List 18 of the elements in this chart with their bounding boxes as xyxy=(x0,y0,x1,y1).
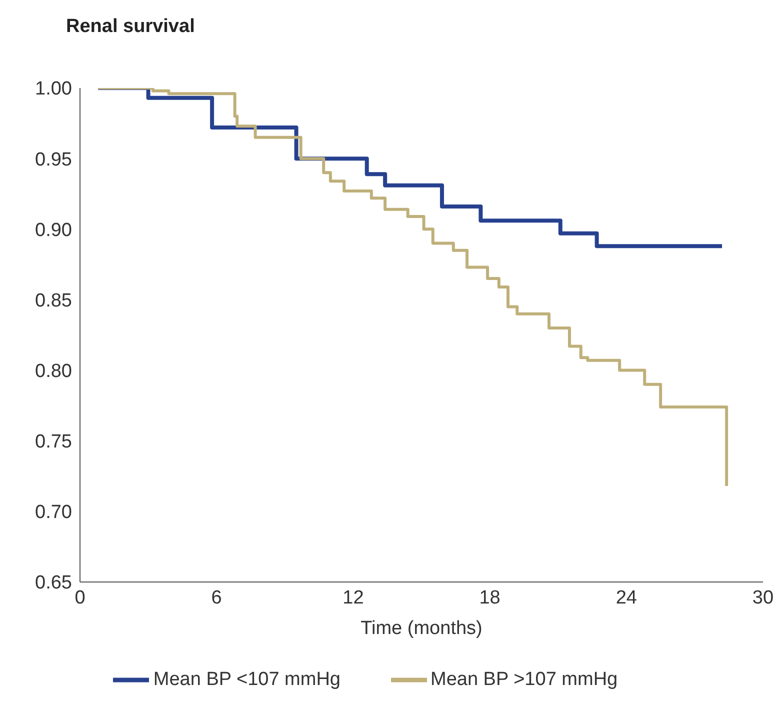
y-tick-label: 0.75 xyxy=(35,432,72,453)
x-tick-label: 24 xyxy=(616,587,638,608)
legend-label: Mean BP <107 mmHg xyxy=(153,669,340,690)
y-tick-label: 0.80 xyxy=(35,361,72,382)
y-tick-label: 1.00 xyxy=(35,78,72,100)
chart-title: Renal survival xyxy=(65,15,196,38)
x-tick-label: 18 xyxy=(479,587,500,608)
y-tick-label: 0.95 xyxy=(35,149,72,170)
legend-label: Mean BP >107 mmHg xyxy=(430,669,618,690)
x-tick-label: 6 xyxy=(211,587,222,608)
x-tick-label: 12 xyxy=(342,587,364,608)
x-tick-label: 0 xyxy=(74,587,86,608)
y-tick-label: 0.85 xyxy=(35,290,72,312)
y-tick-label: 0.90 xyxy=(35,220,72,241)
y-tick-label: 0.70 xyxy=(35,502,72,524)
x-axis-title: Time (months) xyxy=(360,618,482,639)
x-tick-label: 30 xyxy=(752,587,774,608)
y-tick-label: 0.65 xyxy=(35,572,72,594)
